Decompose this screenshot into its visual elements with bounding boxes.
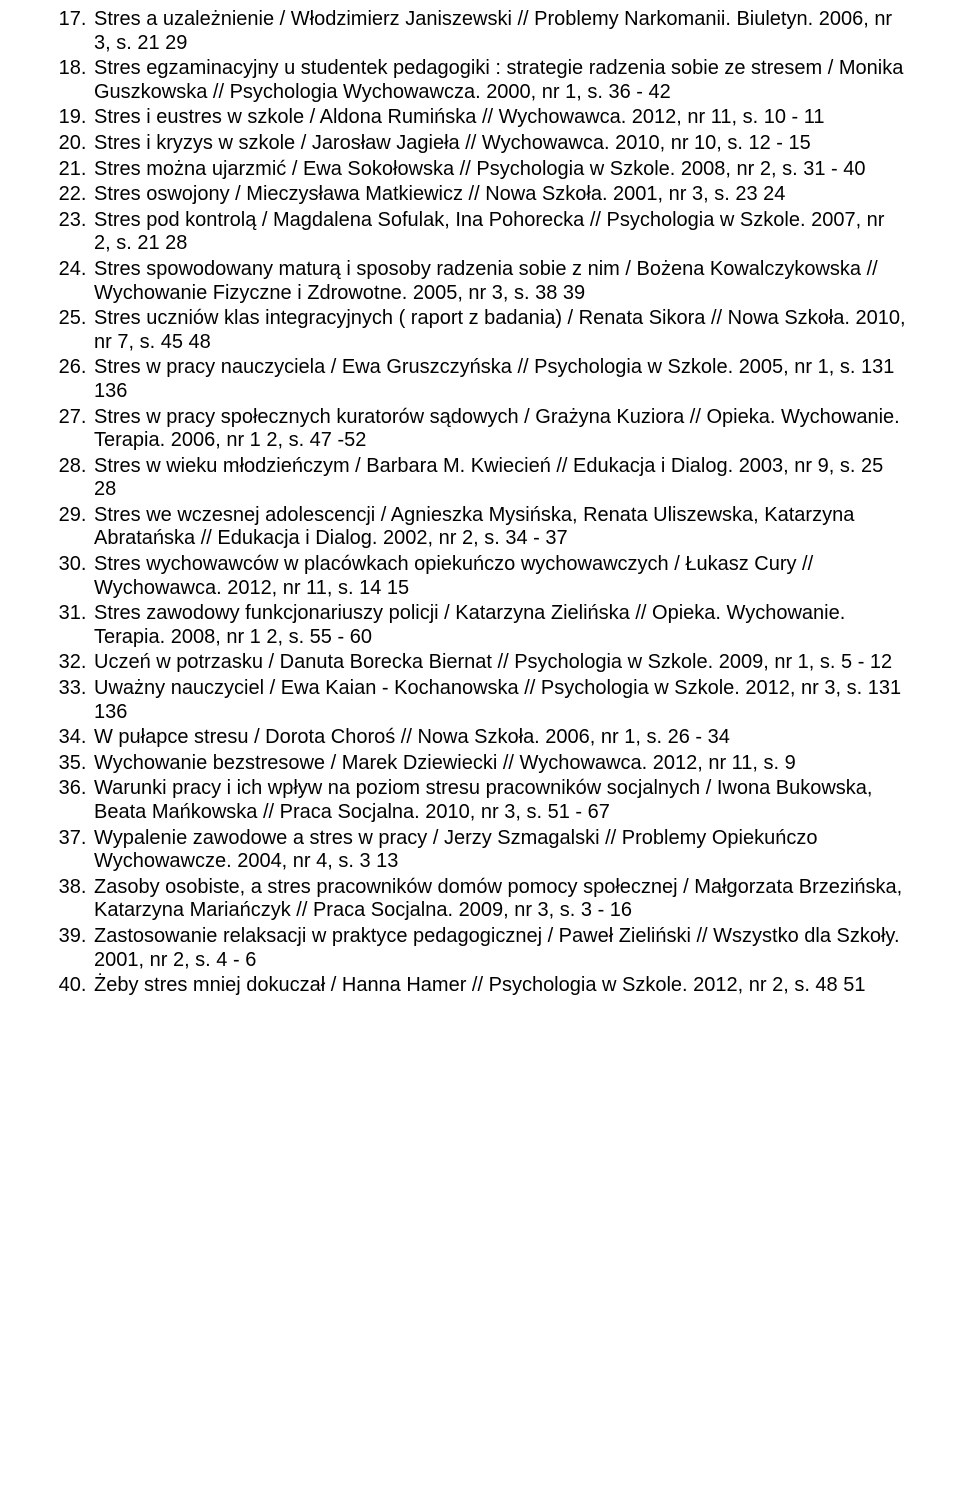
bibliography-item: Stres uczniów klas integracyjnych ( rapo…: [92, 307, 906, 354]
bibliography-item: Stres wychowawców w placówkach opiekuńcz…: [92, 553, 906, 600]
bibliography-item: Stres i kryzys w szkole / Jarosław Jagie…: [92, 132, 906, 156]
bibliography-item: Zastosowanie relaksacji w praktyce pedag…: [92, 925, 906, 972]
bibliography-item: Stres można ujarzmić / Ewa Sokołowska //…: [92, 158, 906, 182]
bibliography-item: W pułapce stresu / Dorota Choroś // Nowa…: [92, 726, 906, 750]
bibliography-item: Stres a uzależnienie / Włodzimierz Janis…: [92, 8, 906, 55]
bibliography-item: Stres w wieku młodzieńczym / Barbara M. …: [92, 455, 906, 502]
bibliography-item: Uczeń w potrzasku / Danuta Borecka Biern…: [92, 651, 906, 675]
bibliography-item: Stres pod kontrolą / Magdalena Sofulak, …: [92, 209, 906, 256]
bibliography-item: Stres w pracy społecznych kuratorów sądo…: [92, 406, 906, 453]
bibliography-item: Stres oswojony / Mieczysława Matkiewicz …: [92, 183, 906, 207]
bibliography-item: Stres we wczesnej adolescencji / Agniesz…: [92, 504, 906, 551]
bibliography-item: Stres i eustres w szkole / Aldona Rumińs…: [92, 106, 906, 130]
bibliography-item: Zasoby osobiste, a stres pracowników dom…: [92, 876, 906, 923]
bibliography-item: Żeby stres mniej dokuczał / Hanna Hamer …: [92, 974, 906, 998]
bibliography-item: Stres spowodowany maturą i sposoby radze…: [92, 258, 906, 305]
bibliography-list: Stres a uzależnienie / Włodzimierz Janis…: [54, 8, 906, 998]
bibliography-item: Wypalenie zawodowe a stres w pracy / Jer…: [92, 827, 906, 874]
bibliography-item: Uważny nauczyciel / Ewa Kaian - Kochanow…: [92, 677, 906, 724]
bibliography-item: Stres zawodowy funkcjonariuszy policji /…: [92, 602, 906, 649]
bibliography-item: Stres egzaminacyjny u studentek pedagogi…: [92, 57, 906, 104]
bibliography-item: Stres w pracy nauczyciela / Ewa Gruszczy…: [92, 356, 906, 403]
bibliography-item: Warunki pracy i ich wpływ na poziom stre…: [92, 777, 906, 824]
bibliography-item: Wychowanie bezstresowe / Marek Dziewieck…: [92, 752, 906, 776]
